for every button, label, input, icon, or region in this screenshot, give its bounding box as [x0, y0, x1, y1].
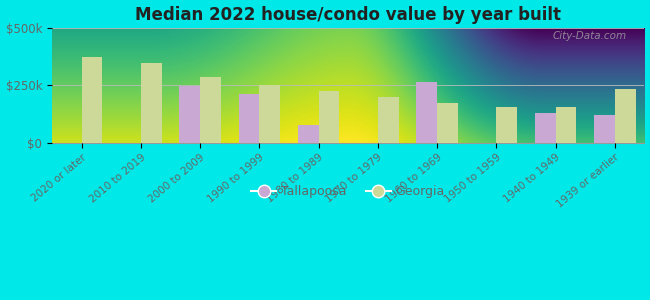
Bar: [615, 89, 636, 143]
Title: Median 2022 house/condo value by year built: Median 2022 house/condo value by year bu…: [135, 6, 561, 24]
Bar: [179, 86, 200, 143]
Bar: [200, 77, 221, 143]
Bar: [497, 107, 517, 143]
Bar: [259, 85, 280, 143]
Bar: [437, 103, 458, 143]
Bar: [556, 107, 577, 143]
Bar: [239, 94, 259, 143]
Bar: [259, 85, 280, 143]
Bar: [318, 91, 339, 143]
Bar: [81, 57, 102, 143]
Text: City-Data.com: City-Data.com: [552, 31, 627, 41]
Bar: [378, 97, 398, 143]
Bar: [81, 57, 102, 143]
Bar: [497, 107, 517, 143]
Bar: [556, 107, 577, 143]
Bar: [179, 86, 200, 143]
Bar: [298, 125, 318, 143]
Bar: [594, 115, 615, 143]
Bar: [378, 97, 398, 143]
Bar: [141, 64, 161, 143]
Bar: [535, 113, 556, 143]
Bar: [416, 82, 437, 143]
Bar: [535, 113, 556, 143]
Bar: [298, 125, 318, 143]
Bar: [615, 89, 636, 143]
Bar: [200, 77, 221, 143]
Bar: [437, 103, 458, 143]
Bar: [141, 64, 161, 143]
Bar: [416, 82, 437, 143]
Legend: Tallapoosa, Georgia: Tallapoosa, Georgia: [246, 180, 450, 203]
Bar: [594, 115, 615, 143]
Bar: [239, 94, 259, 143]
Bar: [318, 91, 339, 143]
